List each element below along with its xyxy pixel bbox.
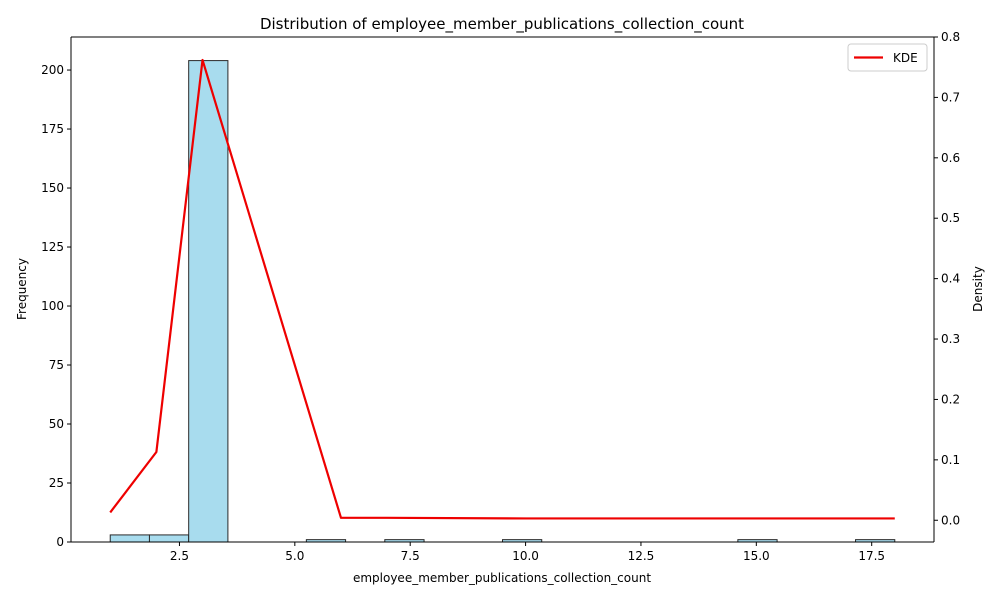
x-tick-label: 15.0: [743, 549, 770, 563]
y2-tick-label: 0.8: [941, 30, 960, 44]
legend: KDE: [847, 43, 928, 72]
y-tick-label: 125: [41, 240, 64, 254]
axes: [70, 36, 935, 543]
y2-tick-label: 0.4: [941, 272, 960, 286]
kde-line: [109, 58, 895, 520]
y-axis-label: Frequency: [15, 258, 29, 320]
y2-tick-label: 0.3: [941, 332, 960, 346]
x-tick-label: 17.5: [858, 549, 885, 563]
y-tick-label: 75: [49, 358, 64, 372]
y2-axis-label: Density: [971, 266, 985, 312]
y-tick-label: 100: [41, 299, 64, 313]
x-axis-ticks: 2.5 5.0 7.5 10.0 12.5 15.0 17.5: [170, 542, 885, 563]
x-tick-label: 12.5: [628, 549, 655, 563]
kde-layer: [109, 58, 895, 520]
y-tick-label: 25: [49, 476, 64, 490]
x-tick-label: 2.5: [170, 549, 189, 563]
y-tick-label: 150: [41, 181, 64, 195]
x-tick-label: 10.0: [512, 549, 539, 563]
y2-tick-label: 0.1: [941, 453, 960, 467]
y-tick-label: 0: [56, 535, 64, 549]
y2-axis-ticks: 0.0 0.1 0.2 0.3 0.4 0.5 0.6 0.7 0.8: [934, 30, 960, 527]
x-tick-label: 7.5: [401, 549, 420, 563]
legend-box: [847, 43, 928, 72]
y2-tick-label: 0.5: [941, 211, 960, 225]
histogram-bar: [188, 60, 229, 543]
y2-tick-label: 0.6: [941, 151, 960, 165]
y2-tick-label: 0.2: [941, 392, 960, 406]
x-tick-label: 5.0: [285, 549, 304, 563]
histogram-bar: [148, 534, 190, 543]
chart-title: Distribution of employee_member_publicat…: [260, 15, 744, 34]
y-tick-label: 175: [41, 122, 64, 136]
x-axis-label: employee_member_publications_collection_…: [353, 571, 651, 585]
y2-tick-label: 0.0: [941, 513, 960, 527]
y-tick-label: 50: [49, 417, 64, 431]
y2-tick-label: 0.7: [941, 90, 960, 104]
histogram-bars: [109, 60, 896, 543]
histogram-bar: [109, 534, 150, 543]
legend-kde-label: KDE: [893, 51, 918, 65]
y-axis-ticks: 0 25 50 75 100 125 150 175 200: [41, 63, 71, 549]
y-tick-label: 200: [41, 63, 64, 77]
